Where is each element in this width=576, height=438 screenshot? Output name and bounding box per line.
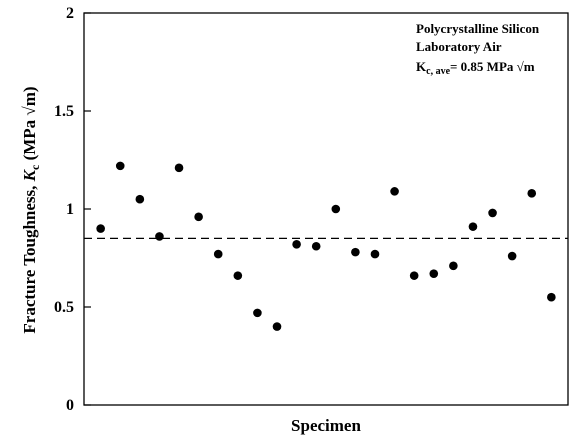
data-point-8 bbox=[233, 271, 243, 280]
data-point-22 bbox=[507, 251, 517, 261]
data-point-14 bbox=[351, 247, 360, 257]
y-tick-label-1: 0.5 bbox=[54, 299, 74, 316]
data-point-18 bbox=[429, 269, 439, 278]
data-point-24 bbox=[547, 292, 556, 302]
data-point-23 bbox=[527, 189, 537, 198]
data-point-15 bbox=[370, 249, 380, 259]
y-axis-title-units: (MPa √m) bbox=[20, 86, 39, 164]
data-point-4 bbox=[155, 232, 164, 241]
data-point-5 bbox=[174, 163, 184, 173]
y-axis-ticks: 0 0.5 1 1.5 2 bbox=[54, 5, 91, 414]
data-point-10 bbox=[272, 322, 282, 331]
y-axis-title-subscript: c bbox=[28, 164, 42, 170]
annotation-value: = 0.85 MPa √m bbox=[450, 59, 535, 74]
y-tick-label-3: 1.5 bbox=[54, 103, 74, 120]
data-point-1 bbox=[96, 224, 105, 233]
data-point-6 bbox=[194, 212, 203, 222]
annotation-subscript: c, ave bbox=[426, 66, 450, 77]
data-point-16 bbox=[390, 187, 399, 196]
data-point-13 bbox=[331, 204, 341, 214]
data-point-3 bbox=[135, 194, 145, 204]
data-point-21 bbox=[488, 208, 497, 218]
y-axis-title-prefix: Fracture Toughness, bbox=[20, 181, 39, 333]
annotation-line-3: Kc, ave= 0.85 MPa √m bbox=[416, 59, 535, 77]
data-point-17 bbox=[409, 271, 419, 280]
annotation-box: Polycrystalline Silicon Laboratory Air K… bbox=[416, 21, 540, 77]
x-axis-title: Specimen bbox=[291, 416, 361, 435]
annotation-line-2: Laboratory Air bbox=[416, 39, 502, 54]
annotation-symbol: K bbox=[416, 59, 427, 74]
y-tick-label-4: 2 bbox=[66, 5, 74, 22]
y-tick-label-0: 0 bbox=[66, 397, 74, 414]
y-axis-title-symbol: K bbox=[20, 168, 39, 182]
data-point-9 bbox=[253, 308, 262, 318]
data-point-2 bbox=[115, 161, 125, 171]
y-axis-title: Fracture Toughness, Kc (MPa √m) bbox=[20, 86, 42, 333]
annotation-line-1: Polycrystalline Silicon bbox=[416, 21, 540, 36]
data-point-20 bbox=[468, 222, 478, 231]
data-point-12 bbox=[311, 241, 321, 251]
data-points bbox=[96, 161, 556, 331]
data-point-7 bbox=[213, 249, 223, 259]
y-tick-label-2: 1 bbox=[66, 201, 74, 218]
data-point-19 bbox=[449, 261, 458, 271]
data-point-11 bbox=[292, 239, 301, 249]
